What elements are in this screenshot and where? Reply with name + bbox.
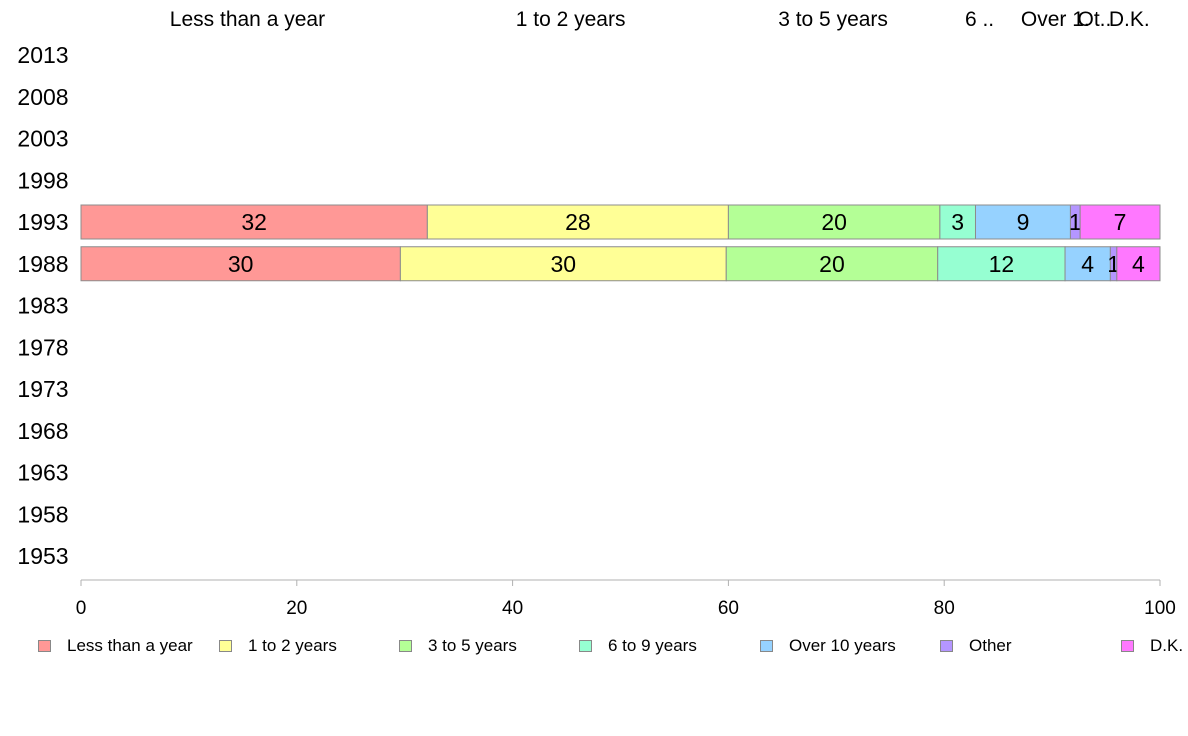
- data-label: 7: [1114, 209, 1127, 235]
- x-tick-label: 60: [718, 598, 739, 619]
- x-tick-label: 80: [934, 598, 955, 619]
- legend-item: 3 to 5 years: [399, 634, 517, 658]
- data-label: 30: [551, 251, 577, 277]
- data-label: 1: [1069, 209, 1082, 235]
- y-tick-label: 1988: [17, 251, 68, 277]
- y-tick-label: 1968: [17, 418, 68, 444]
- data-label: 12: [989, 251, 1015, 277]
- bar-segment: [725, 246, 939, 282]
- legend-label: 6 to 9 years: [608, 636, 697, 655]
- y-tick-label: 1953: [17, 543, 68, 569]
- column-headers: Less than a year 1 to 2 years 3 to 5 years…: [170, 8, 1150, 31]
- legend-item: D.K.: [1121, 634, 1183, 658]
- legend-swatch: [219, 640, 232, 652]
- legend-label: Less than a year: [67, 636, 193, 655]
- y-axis-labels: 2013 2008 2003 1998 1993 1988 1983 1978 1973 1968…: [17, 42, 68, 569]
- column-header: 3 to 5 years: [778, 8, 888, 31]
- y-tick-label: 1978: [17, 334, 68, 360]
- y-tick-label: 1998: [17, 167, 68, 193]
- legend-label: Over 10 years: [789, 636, 896, 655]
- legend-label: 3 to 5 years: [428, 636, 517, 655]
- legend-swatch: [579, 640, 592, 652]
- data-label: 9: [1017, 209, 1030, 235]
- data-label: 4: [1132, 251, 1145, 277]
- legend-label: Other: [969, 636, 1012, 655]
- data-label: 20: [819, 251, 845, 277]
- legend-swatch: [399, 640, 412, 652]
- data-label: 3: [951, 209, 964, 235]
- legend-item: Less than a year: [38, 634, 193, 658]
- bar-segment: [80, 246, 401, 282]
- legend-swatch: [38, 640, 51, 652]
- data-label: 28: [565, 209, 591, 235]
- x-tick-label: 20: [286, 598, 307, 619]
- legend-label: 1 to 2 years: [248, 636, 337, 655]
- y-tick-label: 1983: [17, 293, 68, 319]
- legend-item: 6 to 9 years: [579, 634, 697, 658]
- legend-swatch: [940, 640, 953, 652]
- column-header: 1 to 2 years: [516, 8, 626, 31]
- data-label: 32: [241, 209, 267, 235]
- bars: 32 28 20 3 9 1 730 30 20 12 4 1 4: [80, 204, 1161, 282]
- column-header: D.K.: [1109, 8, 1150, 31]
- y-tick-label: 2003: [17, 126, 68, 152]
- column-header: Over 1.: [1021, 8, 1090, 31]
- bar-segment: [1079, 204, 1161, 240]
- legend-swatch: [1121, 640, 1134, 652]
- y-tick-label: 1973: [17, 376, 68, 402]
- bar-segment: [974, 204, 1071, 240]
- bar-segment: [426, 204, 729, 240]
- legend: Less than a year 1 to 2 years 3 to 5 years…: [0, 634, 1188, 658]
- y-tick-label: 1993: [17, 209, 68, 235]
- data-label: 30: [228, 251, 254, 277]
- y-tick-label: 1963: [17, 460, 68, 486]
- bar-segment: [1116, 246, 1161, 282]
- legend-item: 1 to 2 years: [219, 634, 337, 658]
- bar-segment: [1064, 246, 1111, 282]
- y-tick-label: 2013: [17, 42, 68, 68]
- data-label: 20: [821, 209, 847, 235]
- column-header: Ot..: [1078, 8, 1112, 31]
- x-tick-label: 0: [76, 598, 87, 619]
- data-label: 4: [1081, 251, 1094, 277]
- x-axis: 0 20 40 60 80 100: [76, 579, 1176, 619]
- legend-item: Over 10 years: [760, 634, 896, 658]
- legend-item: Other: [940, 634, 1012, 658]
- column-header: 6 ..: [965, 8, 994, 31]
- x-tick-label: 100: [1144, 598, 1176, 619]
- legend-label: D.K.: [1150, 636, 1184, 655]
- x-tick-label: 40: [502, 598, 523, 619]
- column-header: Less than a year: [170, 8, 325, 31]
- y-tick-label: 1958: [17, 501, 68, 527]
- legend-swatch: [760, 640, 773, 652]
- y-tick-label: 2008: [17, 84, 68, 110]
